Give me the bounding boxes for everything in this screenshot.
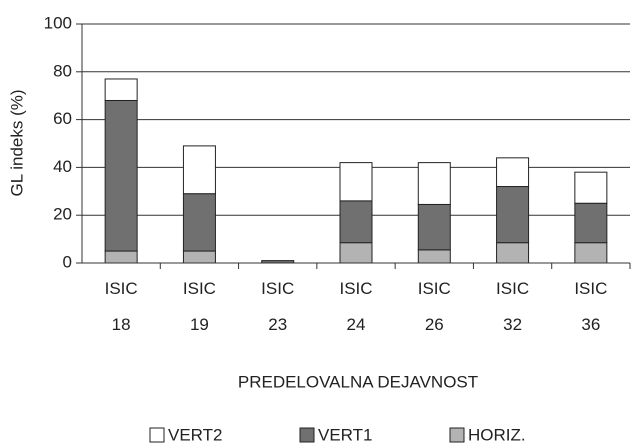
bar-segment — [104, 99, 138, 252]
legend-label: VERT2 — [168, 425, 223, 444]
y-tick-label: 0 — [63, 252, 72, 271]
x-axis-title: PREDELOVALNA DEJAVNOST — [238, 372, 478, 391]
y-tick-label: 80 — [53, 61, 72, 80]
bar-segment — [417, 249, 451, 264]
legend-swatch — [449, 427, 465, 443]
y-tick-label: 40 — [53, 157, 72, 176]
bar-segment — [339, 242, 373, 264]
bar-segment — [574, 242, 608, 264]
y-tick-label: 20 — [53, 205, 72, 224]
bar-segment — [417, 203, 451, 251]
bar-segment — [104, 250, 138, 264]
bar-segment — [339, 162, 373, 202]
legend-swatch — [299, 427, 315, 443]
x-tick-label: ISIC 26 — [418, 279, 451, 334]
bar-segment — [574, 171, 608, 204]
y-tick-label: 100 — [44, 13, 72, 32]
bar-segment — [574, 202, 608, 244]
legend-swatch — [149, 427, 165, 443]
legend-label: VERT1 — [318, 425, 373, 444]
y-axis-title: GL indeks (%) — [7, 89, 26, 196]
bar-segment — [496, 242, 530, 264]
y-tick-label: 60 — [53, 109, 72, 128]
bar-segment — [104, 78, 138, 101]
x-tick-label: ISIC 24 — [339, 279, 372, 334]
bar-segment — [182, 145, 216, 195]
x-tick-label: ISIC 19 — [183, 279, 216, 334]
bar-segment — [182, 193, 216, 252]
bar-segment — [417, 162, 451, 205]
legend-label: HORIZ. — [468, 425, 526, 444]
bar-segment — [496, 157, 530, 188]
x-tick-label: ISIC 18 — [105, 279, 138, 334]
bar-segment — [182, 250, 216, 264]
bar-segment — [496, 186, 530, 244]
x-tick-label: ISIC 23 — [261, 279, 294, 334]
x-tick-label: ISIC 36 — [574, 279, 607, 334]
bar-segment — [339, 200, 373, 244]
x-tick-label: ISIC 32 — [496, 279, 529, 334]
